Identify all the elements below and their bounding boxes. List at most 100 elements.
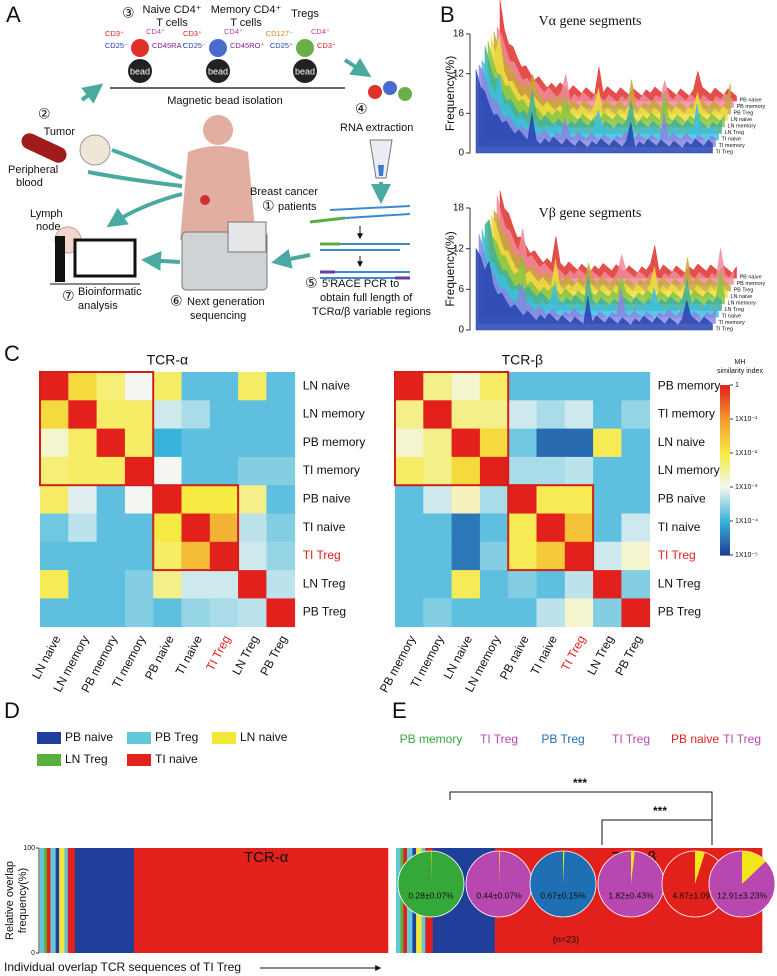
- colorbar-segment: [720, 487, 730, 491]
- cell: [383, 81, 397, 95]
- decorative-trace: [475, 69, 713, 154]
- heatmap-cell: [508, 513, 537, 543]
- heatmap-cell: [153, 598, 182, 628]
- heatmap-cell: [479, 372, 509, 401]
- heatmap-cell: [479, 485, 509, 514]
- colorbar-segment: [720, 385, 730, 389]
- heatmap-cell: [593, 541, 622, 571]
- colorbar-segment: [720, 467, 730, 471]
- pie-value-label: 12.91±3.23%: [717, 890, 767, 900]
- heatmap-cell: [423, 372, 452, 401]
- heatmap-cell: [153, 485, 182, 514]
- marker-label: CD3⁺: [317, 41, 336, 50]
- heatmap-cell: [153, 541, 182, 571]
- pie-value-label: 1.82±0.43%: [608, 890, 654, 900]
- label: T cells: [230, 17, 262, 29]
- heatmap-cell: [238, 400, 267, 429]
- heatmap-cell: [621, 400, 651, 429]
- colorbar-segment: [720, 433, 730, 437]
- heatmap-cell: [451, 598, 481, 628]
- heatmap-cell: [451, 541, 481, 571]
- heatmap-cell: [209, 400, 239, 429]
- heatmap-cell: [508, 598, 537, 628]
- significance-bracket: [449, 791, 713, 845]
- legend-label: PB Treg: [734, 287, 754, 293]
- heatmap-cell: [96, 456, 126, 486]
- arrow: [271, 249, 311, 269]
- step-number: ③: [122, 5, 135, 21]
- sample-size: (n=23): [553, 934, 579, 944]
- legend-label: PB naive: [740, 274, 762, 280]
- colorbar-segment: [720, 390, 730, 395]
- colorbar-segment: [720, 523, 730, 528]
- heatmap-cell: [96, 541, 126, 571]
- heatmap-cell: [508, 456, 537, 486]
- row-label: PB memory: [658, 378, 721, 392]
- heatmap-cell: [153, 400, 182, 429]
- legend-label: LN Treg: [65, 752, 108, 766]
- pie-label: PB naive: [671, 732, 719, 746]
- significance-label: ***: [653, 804, 667, 818]
- overlap-area: [133, 848, 389, 953]
- colorbar-segment: [720, 538, 730, 542]
- heatmap-cell: [423, 456, 452, 486]
- colorbar-tick-label: 1X10⁻⁵: [735, 552, 758, 559]
- sequencer-top: [227, 221, 267, 253]
- marker-label: CD4⁺: [146, 27, 165, 36]
- colorbar-segment: [720, 481, 730, 485]
- y-tick-label: 0: [458, 148, 464, 159]
- colorbar-segment: [720, 495, 730, 499]
- colorbar-segment: [720, 472, 730, 477]
- heatmap-cell: [238, 541, 267, 571]
- pie-value-label: 0.67±0.15%: [540, 890, 586, 900]
- heatmap-cell: [266, 570, 296, 599]
- heatmap-cell: [96, 400, 126, 429]
- heatmap-cell: [536, 456, 566, 486]
- colorbar-title: similarity index: [717, 368, 763, 375]
- heatmap-cell: [153, 456, 182, 486]
- overlap-area: [44, 848, 48, 953]
- marker-label: CD3⁺: [183, 29, 202, 38]
- heatmap-cell: [395, 570, 424, 599]
- heatmap-cell: [451, 485, 481, 514]
- heatmap-cell: [40, 485, 69, 514]
- heatmap-cell: [593, 456, 622, 486]
- heatmap-cell: [266, 485, 296, 514]
- heatmap-cell: [395, 513, 424, 543]
- heatmap-cell: [238, 456, 267, 486]
- label: sequencing: [190, 310, 246, 322]
- heatmap-cell: [395, 456, 424, 486]
- heatmap-cell: [621, 372, 651, 401]
- heatmap-cell: [479, 513, 509, 543]
- pie-value-label: 0.44±0.07%: [476, 890, 522, 900]
- heatmap-title: TCR-α: [147, 352, 189, 368]
- label: TCRα/β variable regions: [312, 306, 432, 318]
- heatmap-title: TCR-β: [502, 352, 544, 368]
- label: 5'RACE PCR to: [322, 278, 399, 290]
- overlap-area: [64, 848, 69, 953]
- colorbar-tick-label: 1X10⁻¹: [735, 416, 758, 423]
- heatmap-cell: [564, 485, 594, 514]
- heatmap-cell: [266, 456, 296, 486]
- heatmap-cell: [621, 570, 651, 599]
- colorbar-segment: [720, 396, 730, 400]
- legend-label: LN Treg: [725, 130, 745, 136]
- arrow: [141, 250, 181, 271]
- heatmap-cell: [181, 456, 211, 486]
- label: Breast cancer: [250, 186, 318, 198]
- legend-label: PB Treg: [734, 110, 754, 116]
- heatmap-cell: [593, 570, 622, 599]
- label: Bioinformatic: [78, 286, 142, 298]
- y-tick-label: 12: [453, 243, 465, 254]
- colorbar-segment: [720, 526, 730, 531]
- heatmap-cell: [181, 598, 211, 628]
- panel-letter: D: [4, 698, 20, 723]
- colorbar-tick-label: 1X10⁻⁴: [735, 518, 758, 525]
- marker-label: CD4⁺: [224, 27, 243, 36]
- x-axis-label: Individual overlap TCR sequences of TI T…: [4, 960, 241, 974]
- computer-tower: [55, 236, 65, 282]
- colorbar-segment: [720, 461, 730, 465]
- colorbar-segment: [720, 387, 730, 392]
- heatmap-cell: [68, 456, 97, 486]
- pie-slice: [631, 851, 635, 884]
